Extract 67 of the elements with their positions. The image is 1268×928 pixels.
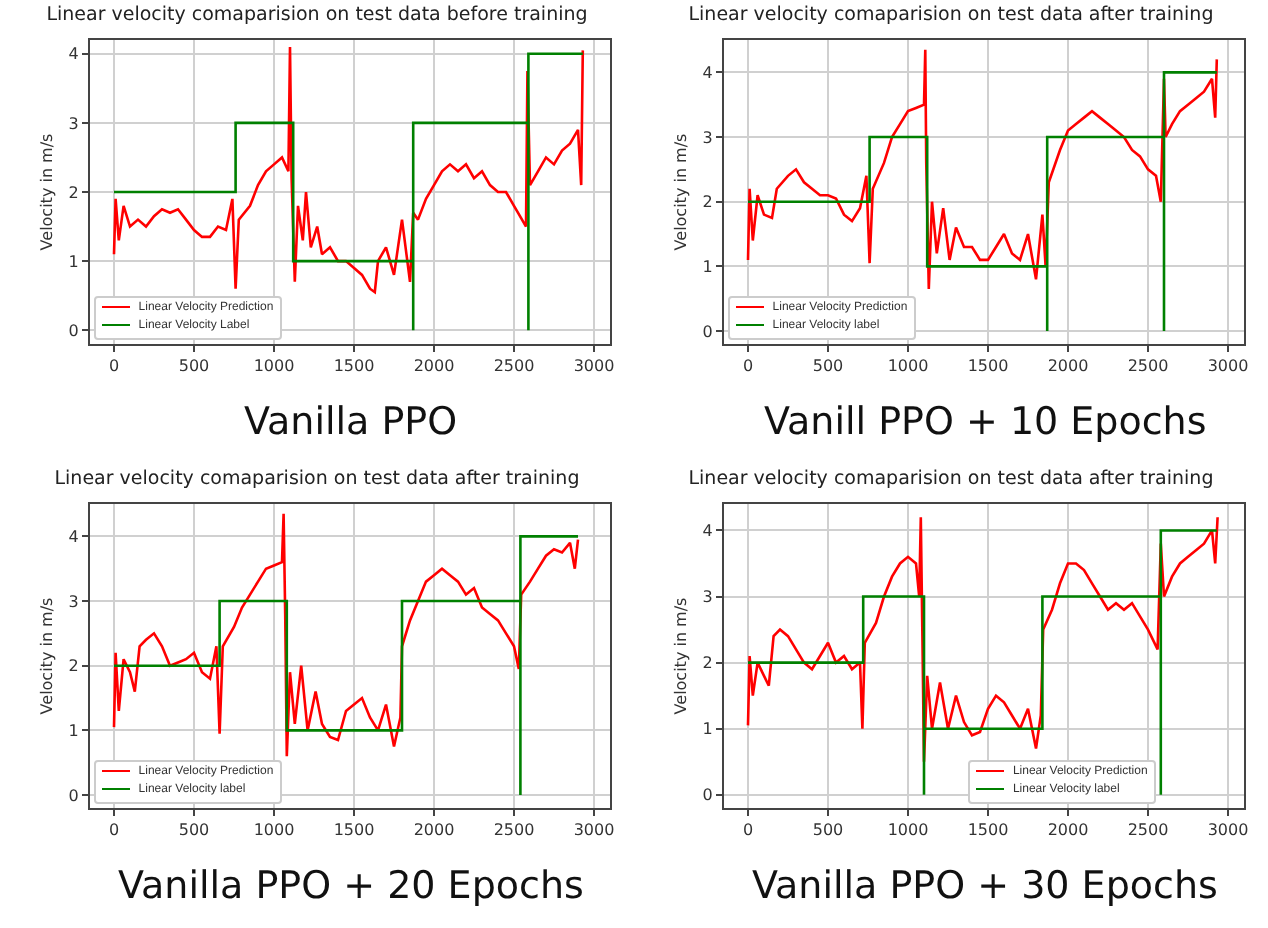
x-tick-label: 1000 bbox=[253, 821, 295, 840]
y-axis-title: Velocity in m/s bbox=[38, 597, 57, 715]
y-tick-label: 2 bbox=[68, 657, 79, 676]
x-tick-label: 2500 bbox=[493, 357, 535, 376]
text: Vanilla PPO + 20 Epochs bbox=[118, 864, 584, 908]
x-tick-label: 1000 bbox=[887, 821, 929, 840]
x-tick-label: 2500 bbox=[1127, 357, 1169, 376]
x-tick-label: 2500 bbox=[1127, 821, 1169, 840]
y-axis-title: Velocity in m/s bbox=[38, 133, 57, 251]
y-tick-label: 3 bbox=[68, 114, 79, 133]
y-tick-label: 3 bbox=[702, 128, 713, 147]
y-axis-title: Velocity in m/s bbox=[672, 597, 691, 715]
y-tick-label: 2 bbox=[68, 183, 79, 202]
y-tick-label: 0 bbox=[68, 786, 79, 805]
line-series bbox=[112, 535, 580, 797]
x-tick-label: 3000 bbox=[1207, 821, 1249, 840]
y-tick-label: 0 bbox=[702, 786, 713, 805]
y-tick-label: 1 bbox=[702, 257, 713, 276]
x-tick-label: 0 bbox=[742, 821, 754, 840]
chart-title: Linear velocity comaparision on test data after training bbox=[54, 468, 580, 491]
line-series bbox=[112, 52, 585, 332]
line-series bbox=[112, 512, 580, 758]
y-tick-label: 4 bbox=[68, 45, 79, 64]
y-tick-label: 2 bbox=[702, 193, 713, 212]
x-tick-label: 3000 bbox=[573, 821, 615, 840]
x-tick-label: 500 bbox=[178, 357, 210, 376]
x-tick-label: 2000 bbox=[1047, 821, 1089, 840]
y-tick-label: 4 bbox=[702, 522, 713, 541]
line-series bbox=[112, 45, 585, 294]
y-tick-label: 3 bbox=[702, 588, 713, 607]
x-tick-label: 1500 bbox=[967, 357, 1009, 376]
x-tick-label: 3000 bbox=[573, 357, 615, 376]
x-tick-label: 0 bbox=[108, 821, 120, 840]
x-tick-label: 2000 bbox=[413, 821, 455, 840]
chart-title: Linear velocity comaparision on test data before training bbox=[46, 4, 588, 27]
y-tick-label: 3 bbox=[68, 592, 79, 611]
y-tick-label: 4 bbox=[68, 527, 79, 546]
x-tick-label: 0 bbox=[742, 357, 754, 376]
line-series bbox=[746, 48, 1219, 291]
y-axis-title: Velocity in m/s bbox=[672, 133, 691, 251]
y-tick-label: 2 bbox=[702, 654, 713, 673]
x-tick-label: 1500 bbox=[333, 821, 375, 840]
x-tick-label: 2000 bbox=[1047, 357, 1089, 376]
x-tick-label: 500 bbox=[812, 821, 844, 840]
text: Vanilla PPO + 30 Epochs bbox=[752, 864, 1218, 908]
y-tick-label: 1 bbox=[68, 252, 79, 271]
line-series bbox=[746, 71, 1219, 333]
chart-title: Linear velocity comaparision on test data after training bbox=[688, 468, 1214, 491]
text: Vanill PPO + 10 Epochs bbox=[764, 400, 1207, 444]
line-series bbox=[746, 529, 1219, 797]
x-tick-label: 1000 bbox=[887, 357, 929, 376]
y-tick-label: 4 bbox=[702, 63, 713, 82]
text: Vanilla PPO bbox=[244, 400, 458, 444]
x-tick-label: 0 bbox=[108, 357, 120, 376]
y-tick-label: 0 bbox=[68, 321, 79, 340]
y-tick-label: 1 bbox=[702, 720, 713, 739]
x-tick-label: 1500 bbox=[333, 357, 375, 376]
x-tick-label: 500 bbox=[178, 821, 210, 840]
x-tick-label: 2500 bbox=[493, 821, 535, 840]
chart-title: Linear velocity comaparision on test data after training bbox=[688, 4, 1214, 27]
x-tick-label: 3000 bbox=[1207, 357, 1249, 376]
x-tick-label: 1500 bbox=[967, 821, 1009, 840]
x-tick-label: 1000 bbox=[253, 357, 295, 376]
y-tick-label: 0 bbox=[702, 322, 713, 341]
y-tick-label: 1 bbox=[68, 721, 79, 740]
x-tick-label: 2000 bbox=[413, 357, 455, 376]
x-tick-label: 500 bbox=[812, 357, 844, 376]
